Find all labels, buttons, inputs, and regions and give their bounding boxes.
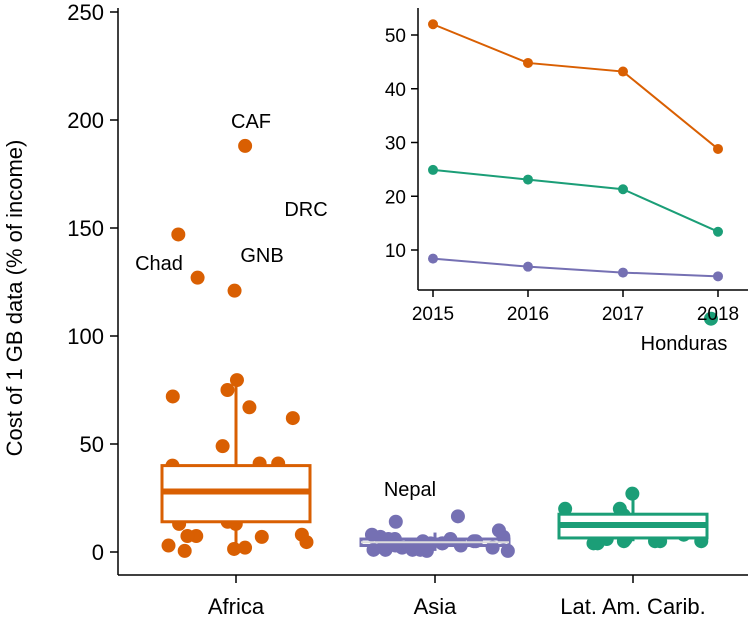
inset-y-tick-label: 50 [385, 26, 406, 47]
series-point [428, 19, 438, 30]
outlier-point [704, 311, 718, 326]
data-point [161, 538, 176, 553]
series-point [523, 57, 533, 68]
y-tick-label: 150 [67, 216, 104, 241]
data-point [220, 383, 235, 397]
data-point [491, 523, 506, 538]
data-point [500, 543, 515, 558]
inset-x-tick-label: 2018 [697, 304, 739, 325]
x-tick-label: Lat. Am. Carib. [560, 594, 706, 619]
y-tick-label: 100 [67, 324, 104, 349]
data-point [625, 486, 640, 501]
series-point [523, 174, 533, 185]
series-point [428, 253, 438, 264]
series-line-africa [432, 23, 719, 150]
outlier-label: Honduras [641, 333, 728, 355]
inset-x-tick-label: 2017 [602, 304, 644, 325]
outlier-label: Chad [135, 253, 183, 275]
data-point [558, 501, 573, 516]
data-point [299, 535, 314, 550]
data-point [450, 509, 465, 524]
data-point [229, 373, 244, 388]
inset-x-tick-label: 2015 [412, 304, 454, 325]
data-point [254, 529, 269, 544]
data-point [227, 283, 242, 298]
inset-y-tick-label: 30 [385, 134, 406, 155]
y-tick-label: 250 [67, 0, 104, 25]
series-point [618, 184, 628, 195]
y-tick-label: 0 [92, 540, 104, 565]
outlier-label: DRC [284, 199, 327, 221]
series-point [713, 226, 723, 237]
series-line-asia [432, 257, 719, 278]
data-point [285, 411, 300, 426]
series-point [523, 261, 533, 272]
data-point [238, 540, 253, 555]
outlier-label: CAF [231, 111, 271, 133]
series-point [618, 66, 628, 77]
series-point [428, 164, 438, 175]
data-point [215, 439, 230, 454]
outlier-label: GNB [240, 245, 283, 267]
data-point [190, 270, 205, 285]
y-tick-label: 50 [80, 432, 104, 457]
y-axis-label: Cost of 1 GB data (% of income) [2, 140, 27, 457]
outlier-label: Nepal [384, 479, 436, 501]
data-point [238, 138, 253, 153]
data-point [180, 529, 195, 544]
data-point [586, 536, 601, 551]
series-point [713, 271, 723, 282]
y-tick-label: 200 [67, 108, 104, 133]
data-point [177, 543, 192, 558]
inset-frame [418, 8, 748, 290]
series-line-lat-am-carib- [432, 168, 719, 233]
data-point [171, 227, 186, 242]
inset-y-tick-label: 40 [385, 80, 406, 101]
data-point [165, 389, 180, 404]
x-tick-label: Asia [414, 594, 458, 619]
data-point [227, 541, 242, 556]
series-point [713, 143, 723, 154]
data-point [242, 400, 257, 415]
x-tick-label: Africa [208, 594, 265, 619]
inset-y-tick-label: 10 [385, 241, 406, 262]
data-point [388, 514, 403, 529]
series-point [618, 267, 628, 278]
inset-x-tick-label: 2016 [507, 304, 549, 325]
inset-y-tick-label: 20 [385, 187, 406, 208]
